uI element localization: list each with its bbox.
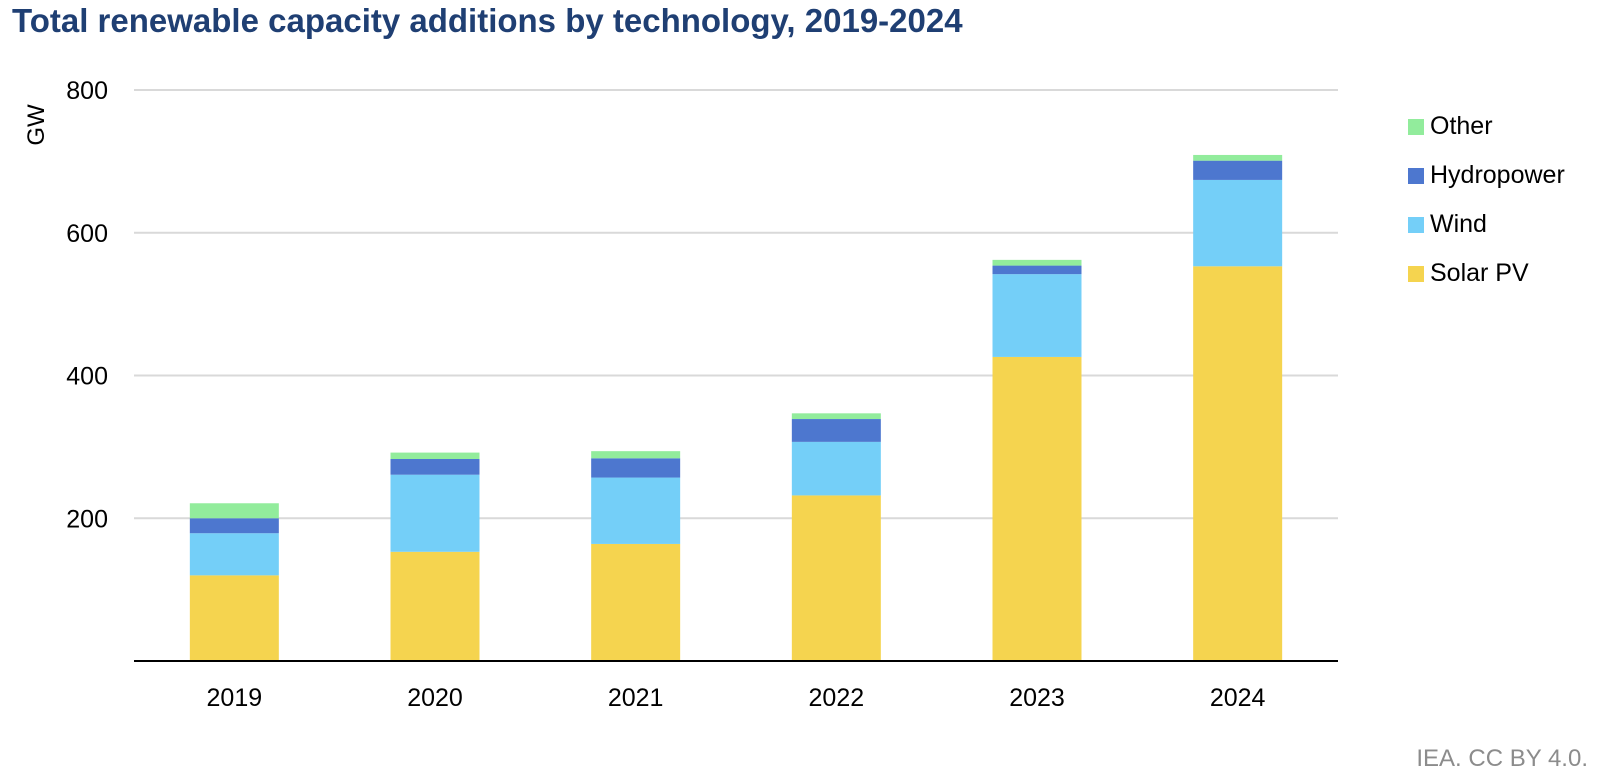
legend-item: Wind <box>1408 200 1565 249</box>
bar-hydropower-2020 <box>390 459 480 475</box>
gridlines <box>134 89 1338 520</box>
x-tick-label: 2022 <box>809 684 865 712</box>
bar-hydropower-2024 <box>1193 160 1283 180</box>
bar-solar-pv-2021 <box>591 543 681 661</box>
y-tick-label: 200 <box>66 505 108 533</box>
bar-hydropower-2021 <box>591 458 681 478</box>
x-tick-label: 2023 <box>1009 684 1065 712</box>
bar-wind-2020 <box>390 474 480 552</box>
bars <box>189 154 1283 661</box>
x-tick-label: 2019 <box>207 684 263 712</box>
legend-label: Wind <box>1430 210 1487 238</box>
bar-solar-pv-2023 <box>992 356 1082 661</box>
bar-other-2024 <box>1193 154 1283 161</box>
legend: Other Hydropower Wind Solar PV <box>1408 102 1565 298</box>
legend-swatch <box>1408 216 1424 233</box>
axes: 200 400 600 800 2019 2020 2021 2022 2023 2024 <box>66 77 1338 712</box>
legend-item: Solar PV <box>1408 249 1565 298</box>
bar-wind-2023 <box>992 274 1082 357</box>
y-tick-label: 400 <box>66 363 108 391</box>
chart-title: Total renewable capacity additions by te… <box>12 2 963 39</box>
bar-other-2021 <box>591 451 681 459</box>
x-tick-label: 2024 <box>1210 684 1266 712</box>
legend-swatch <box>1408 118 1424 135</box>
bar-wind-2021 <box>591 477 681 544</box>
bar-other-2019 <box>189 503 279 519</box>
x-tick-label: 2021 <box>608 684 664 712</box>
y-tick-label: 600 <box>66 220 108 248</box>
bar-hydropower-2023 <box>992 265 1082 275</box>
bar-hydropower-2019 <box>189 518 279 534</box>
legend-item: Hydropower <box>1408 151 1565 200</box>
bar-hydropower-2022 <box>791 419 881 442</box>
source-credit: IEA. CC BY 4.0. <box>1416 745 1588 772</box>
bar-solar-pv-2024 <box>1193 266 1283 661</box>
legend-swatch <box>1408 265 1424 282</box>
bar-solar-pv-2019 <box>189 575 279 661</box>
bar-wind-2022 <box>791 441 881 496</box>
x-tick-label: 2020 <box>407 684 463 712</box>
legend-swatch <box>1408 167 1424 184</box>
bar-other-2023 <box>992 259 1082 266</box>
bar-solar-pv-2020 <box>390 551 480 661</box>
bar-wind-2024 <box>1193 179 1283 267</box>
bar-solar-pv-2022 <box>791 495 881 661</box>
legend-label: Solar PV <box>1430 259 1529 287</box>
bar-other-2022 <box>791 413 881 420</box>
bar-wind-2019 <box>189 533 279 576</box>
bar-other-2020 <box>390 452 480 460</box>
legend-label: Other <box>1430 112 1493 140</box>
legend-label: Hydropower <box>1430 161 1565 189</box>
y-tick-label: 800 <box>66 77 108 105</box>
legend-item: Other <box>1408 102 1565 151</box>
